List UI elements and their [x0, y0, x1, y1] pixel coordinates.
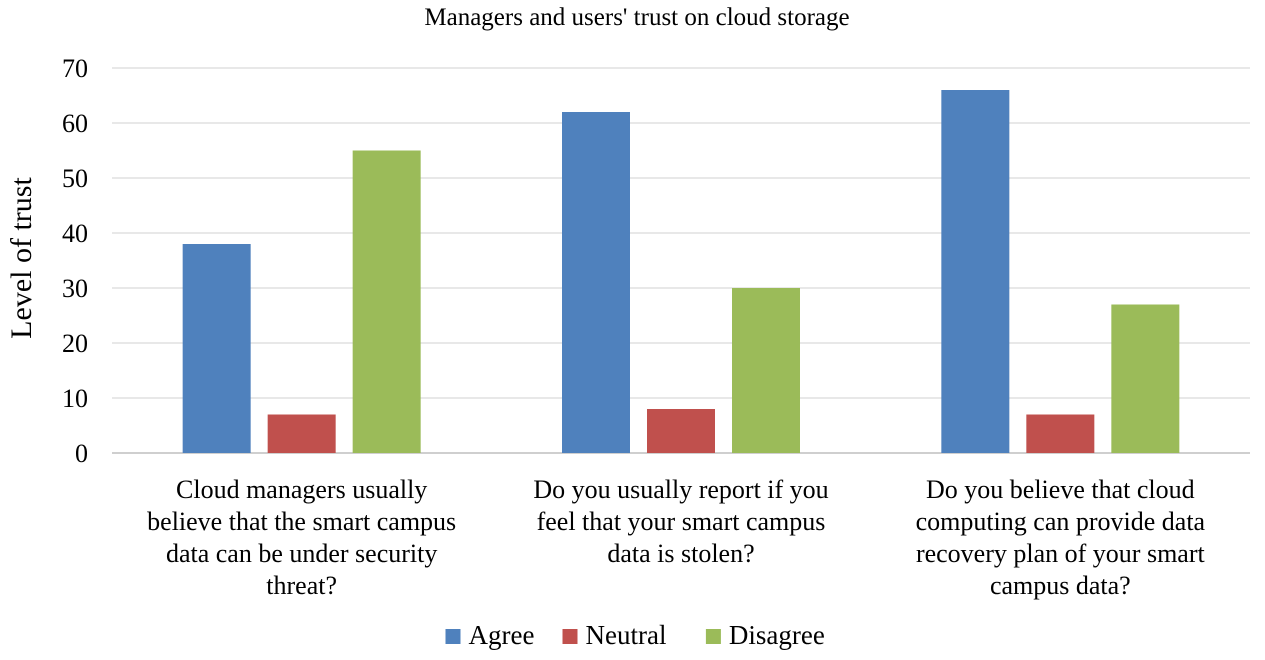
bar-neutral-1	[267, 414, 336, 453]
legend-item-disagree: Disagree	[705, 620, 825, 650]
category-label-line: threat?	[266, 571, 337, 600]
bar-disagree-2	[732, 288, 800, 453]
bar-neutral-3	[1026, 414, 1095, 453]
legend-label: Agree	[469, 620, 535, 650]
category-label-line: Do you believe that cloud	[926, 475, 1195, 504]
bars	[182, 90, 1180, 453]
category-label: Do you usually report if you feel that yo…	[533, 475, 828, 568]
bar-neutral-2	[647, 409, 715, 453]
bar-disagree-1	[352, 150, 421, 453]
y-tick-label: 10	[62, 384, 88, 413]
category-label-line: computing can provide data	[916, 507, 1206, 536]
category-label-line: recovery plan of your smart	[916, 539, 1206, 568]
category-label: Cloud managers usually believe that the s…	[147, 475, 456, 600]
bar-agree-2	[562, 112, 630, 453]
y-tick-label: 20	[62, 329, 88, 358]
legend: Agree Neutral Disagree	[445, 620, 825, 650]
category-label-line: Cloud managers usually	[176, 475, 427, 504]
legend-item-agree: Agree	[445, 620, 535, 650]
category-label-line: Do you usually report if you	[533, 475, 828, 504]
category-labels: Cloud managers usually believe that the s…	[147, 475, 1205, 600]
bar-disagree-3	[1111, 304, 1180, 453]
bar-agree-1	[182, 244, 251, 453]
legend-label: Disagree	[729, 620, 825, 650]
y-axis-label: Level of trust	[5, 177, 38, 339]
chart-title: Managers and users' trust on cloud stora…	[424, 4, 849, 31]
y-tick-label: 60	[62, 109, 88, 138]
category-label-line: believe that the smart campus	[147, 507, 456, 536]
bar-agree-3	[941, 90, 1010, 453]
y-tick-label: 40	[62, 219, 88, 248]
category-label-line: data can be under security	[166, 539, 437, 568]
legend-item-neutral: Neutral	[562, 620, 667, 650]
legend-swatch	[445, 629, 461, 644]
y-tick-label: 50	[62, 164, 88, 193]
category-label: Do you believe that cloud computing can p…	[916, 475, 1206, 600]
gridlines	[112, 67, 1250, 454]
legend-label: Neutral	[586, 620, 667, 650]
y-axis-ticks: 0 10 20 30 40 50 60 70	[62, 54, 88, 468]
legend-swatch	[562, 629, 578, 644]
category-label-line: campus data?	[990, 571, 1131, 600]
y-tick-label: 30	[62, 274, 88, 303]
y-tick-label: 0	[75, 439, 88, 468]
category-label-line: data is stolen?	[607, 539, 754, 568]
y-tick-label: 70	[62, 54, 88, 83]
category-label-line: feel that your smart campus	[537, 507, 826, 536]
legend-swatch	[705, 629, 721, 644]
